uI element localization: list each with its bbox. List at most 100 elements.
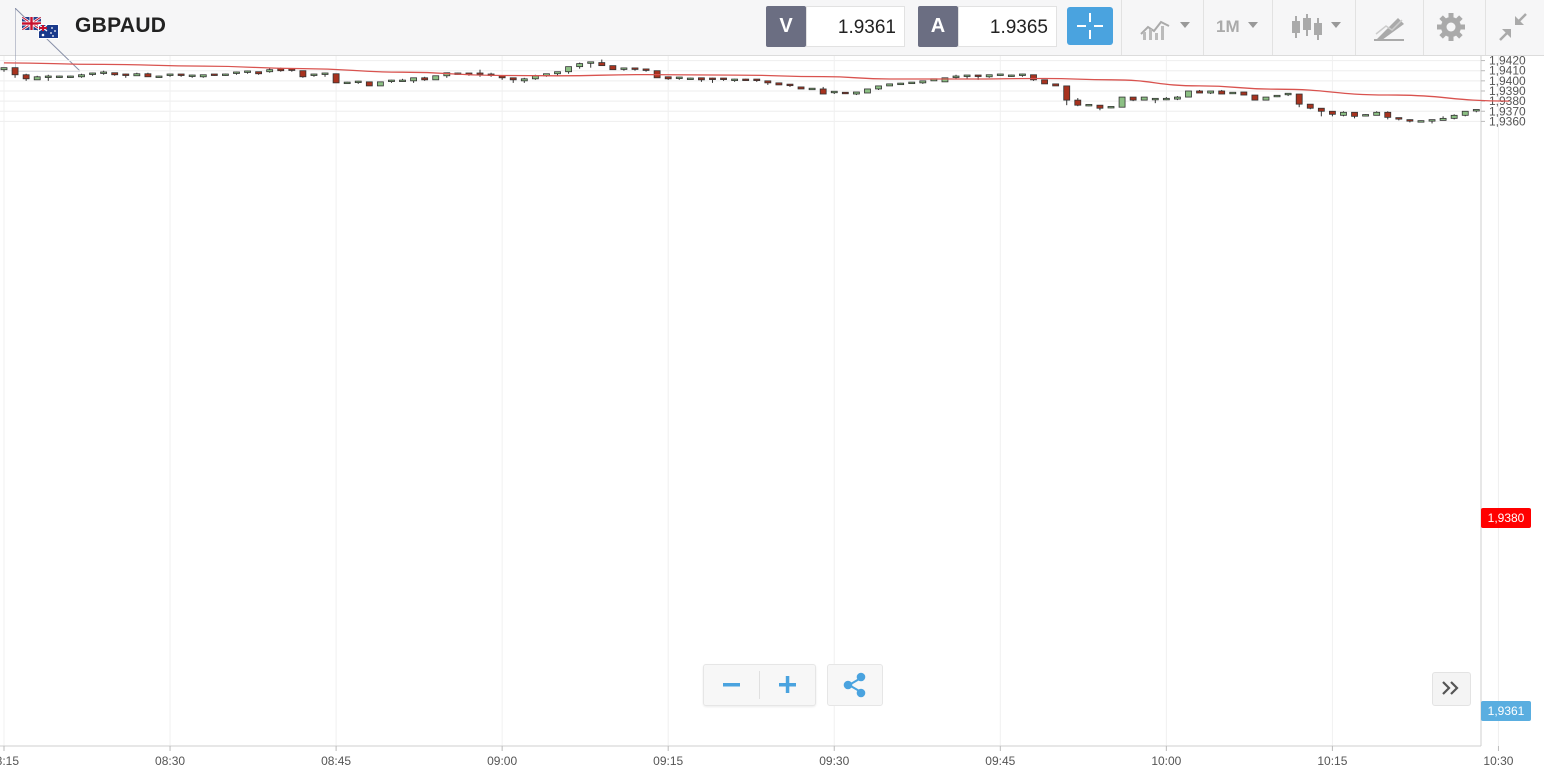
candle-body-up <box>399 79 406 82</box>
x-tick-label: 10:15 <box>1317 754 1347 768</box>
chevron-down-icon <box>1331 22 1341 28</box>
candle-body-up <box>0 67 8 71</box>
candle <box>410 77 417 83</box>
candle <box>786 83 794 87</box>
candle <box>1007 74 1015 77</box>
candle-body-up <box>1185 90 1192 98</box>
candle-body-down <box>1351 111 1358 117</box>
candle <box>1207 90 1215 95</box>
drawing-pen-icon <box>1374 18 1404 41</box>
candle <box>631 67 639 71</box>
candle-body-up <box>587 61 595 64</box>
candle-body-up <box>233 71 240 74</box>
candle <box>1185 90 1192 98</box>
candle <box>376 81 384 87</box>
candle <box>199 74 207 78</box>
candle <box>432 75 440 81</box>
candle-body-down <box>332 73 340 84</box>
candle <box>509 77 517 83</box>
candle <box>177 73 185 77</box>
candle-body-up <box>1151 97 1159 101</box>
candle <box>620 67 628 71</box>
indicators-icon <box>1140 20 1170 40</box>
candle <box>1317 107 1325 117</box>
candle <box>1118 96 1126 108</box>
candle-body-up <box>875 85 882 90</box>
candle <box>1284 92 1292 97</box>
candle-body-down <box>111 72 119 76</box>
candle-body-down <box>421 77 429 81</box>
candle <box>1306 103 1314 110</box>
settings-button[interactable] <box>1434 12 1468 42</box>
ask-button[interactable]: A <box>918 6 958 47</box>
scroll-to-latest-button[interactable] <box>1432 672 1471 706</box>
candle-body-down <box>144 73 152 78</box>
candle-body-up <box>864 88 871 94</box>
candle <box>753 78 761 82</box>
candle <box>1041 79 1048 85</box>
crosshair-button[interactable] <box>1067 7 1113 45</box>
chart-type-button[interactable] <box>1290 12 1345 42</box>
candle-body-up <box>133 73 141 77</box>
drawing-tools-button[interactable] <box>1372 12 1406 42</box>
candle <box>233 71 240 75</box>
candle-body-up <box>1428 119 1436 122</box>
candle <box>797 86 805 90</box>
toolbar: GBPAUD V 1.9361 A 1.9365 1M <box>0 0 1544 72</box>
candle <box>587 61 595 68</box>
candle-body-up <box>1362 114 1370 117</box>
candle-body-up <box>1284 92 1292 96</box>
candle <box>1450 114 1458 120</box>
candle <box>1229 91 1237 95</box>
zoom-in-button[interactable] <box>760 665 815 705</box>
candle <box>1074 98 1082 107</box>
candle-body-down <box>365 81 373 87</box>
share-icon <box>843 672 866 698</box>
x-tick-label: 08:15 <box>0 754 19 768</box>
candle <box>133 72 141 77</box>
bid-button[interactable]: V <box>766 6 806 47</box>
candle-body-up <box>1373 111 1381 116</box>
candle-body-up <box>1007 74 1015 77</box>
candle <box>1218 89 1226 95</box>
candle <box>388 79 395 83</box>
candle <box>775 82 783 86</box>
candle <box>664 76 672 80</box>
candle-body-down <box>1306 103 1314 109</box>
candle-body-up <box>155 75 163 78</box>
candle-body-up <box>620 67 628 70</box>
candle-body-up <box>941 77 949 83</box>
candle <box>332 73 340 84</box>
candle-body-up <box>244 70 251 73</box>
collapse-button[interactable] <box>1496 12 1530 42</box>
candle-body-up <box>1450 114 1458 119</box>
candle-body-up <box>44 75 52 78</box>
bid-price[interactable]: 1.9361 <box>806 6 905 47</box>
candle <box>897 82 905 86</box>
ask-price[interactable]: 1.9365 <box>958 6 1057 47</box>
instrument-symbol[interactable]: GBPAUD <box>75 14 167 37</box>
candle <box>421 76 429 81</box>
candle-body-up <box>675 76 683 79</box>
candle-body-down <box>1329 110 1336 115</box>
candle <box>731 78 739 82</box>
indicators-button[interactable] <box>1139 12 1194 42</box>
candle <box>244 70 251 74</box>
candle <box>310 73 318 77</box>
candle <box>554 71 561 76</box>
candle <box>609 65 617 71</box>
price-chart[interactable]: 1,94201,94101,94001,93901,93801,93701,93… <box>0 56 1544 781</box>
toolbar-divider <box>1485 0 1486 55</box>
candle <box>576 62 584 69</box>
candle <box>963 74 971 79</box>
share-button[interactable] <box>827 664 883 706</box>
zoom-out-button[interactable] <box>704 665 759 705</box>
candle-body-down <box>1196 90 1203 94</box>
candle-body-up <box>199 74 207 78</box>
candle-body-up <box>1273 94 1281 98</box>
candle <box>155 75 163 78</box>
candle <box>221 73 229 76</box>
chart-grid <box>0 56 1499 746</box>
candle-body-up <box>78 74 85 78</box>
candle <box>188 74 196 78</box>
